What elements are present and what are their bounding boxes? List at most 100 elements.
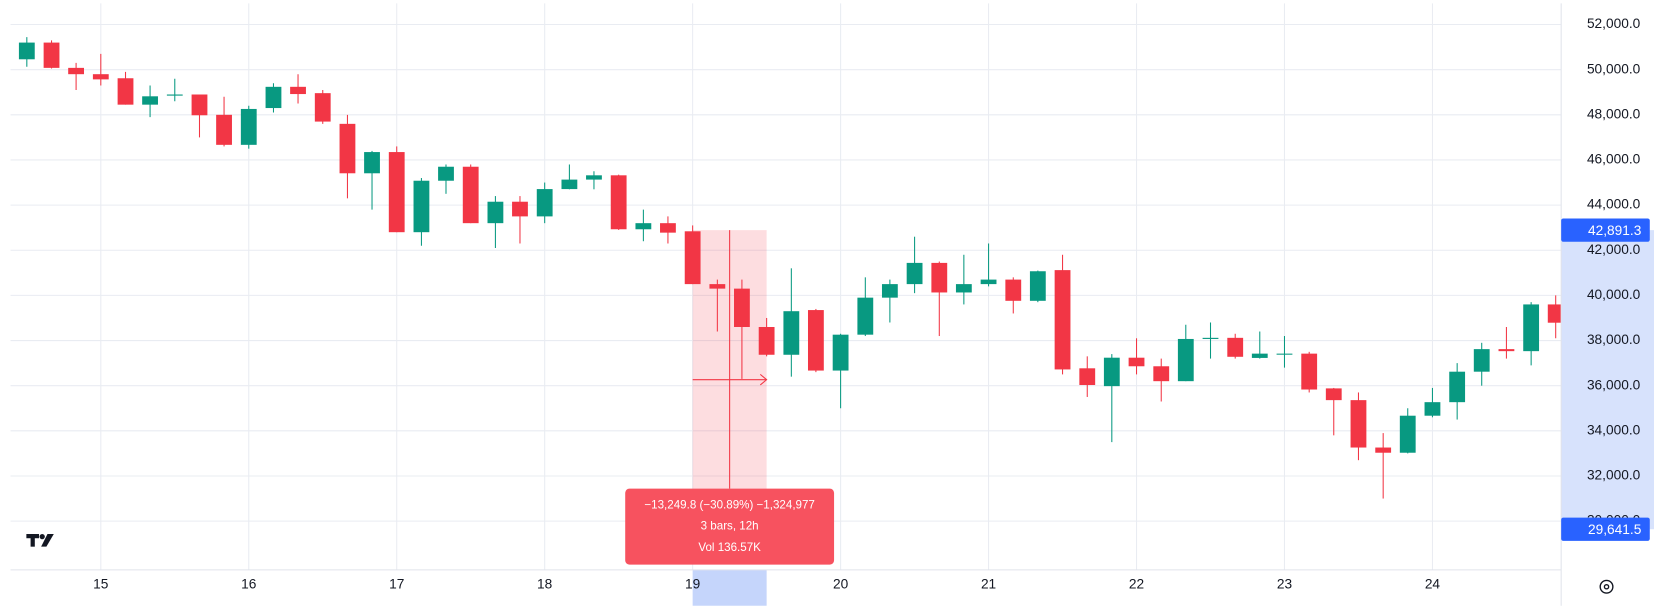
candle-body <box>1449 371 1466 403</box>
candles <box>18 37 1562 499</box>
candle-body <box>265 86 282 109</box>
x-tick-label: 22 <box>1129 576 1144 591</box>
candle-body <box>240 108 257 145</box>
candle-body <box>1251 353 1268 358</box>
price-label: 42,891.3 <box>1588 223 1642 238</box>
candle-body <box>1350 400 1367 448</box>
y-tick-label: 48,000.0 <box>1587 106 1641 121</box>
y-tick-label: 34,000.0 <box>1587 422 1641 437</box>
candle-body <box>734 288 750 327</box>
candle-body <box>684 231 701 285</box>
candle-body <box>906 262 923 285</box>
candle-body <box>166 94 183 96</box>
y-tick-label: 40,000.0 <box>1587 287 1641 302</box>
y-tick-label: 32,000.0 <box>1587 468 1641 483</box>
candle-body <box>117 78 134 105</box>
candle-body <box>1473 349 1490 372</box>
candle-body <box>931 262 948 293</box>
candle-body <box>1498 349 1515 352</box>
y-tick-label: 46,000.0 <box>1587 152 1641 167</box>
candle-body <box>462 166 479 224</box>
logo <box>26 534 54 547</box>
candle-body <box>1153 366 1170 382</box>
candle-body <box>364 152 380 174</box>
candle-body <box>1202 337 1219 339</box>
x-tick-label: 24 <box>1425 576 1441 591</box>
candle-body <box>635 223 652 230</box>
candle-body <box>339 123 356 174</box>
x-tick-label: 21 <box>981 576 996 591</box>
candle-body <box>783 311 800 355</box>
y-tick-label: 50,000.0 <box>1587 61 1641 76</box>
candle-body <box>536 189 553 217</box>
candle-body <box>388 152 405 233</box>
candle-body <box>1103 357 1120 387</box>
candle-body <box>1005 279 1022 301</box>
candle-body <box>807 310 824 371</box>
candle-body <box>413 180 430 233</box>
candle-body <box>857 297 874 335</box>
price-label: 29,641.5 <box>1588 522 1642 537</box>
candle-body <box>1547 304 1562 323</box>
candle-body <box>1227 337 1244 357</box>
candle-body <box>955 284 972 293</box>
x-tick-label: 20 <box>833 576 849 591</box>
x-tick-label: 16 <box>241 576 257 591</box>
x-tick-label: 19 <box>685 576 700 591</box>
candle-body <box>191 94 208 116</box>
y-tick-label: 36,000.0 <box>1587 377 1641 392</box>
candle-body <box>1375 447 1392 453</box>
candle-body <box>1029 271 1046 301</box>
y-range-highlight <box>1561 230 1654 530</box>
tooltip-line: Vol 136.57K <box>698 541 761 554</box>
candle-body <box>586 175 602 180</box>
candle-body <box>1424 402 1441 416</box>
candle-body <box>660 223 676 233</box>
axes: 1516171819202122232430,000.032,000.034,0… <box>93 16 1650 591</box>
x-tick-label: 18 <box>537 576 553 591</box>
tooltip-line: 3 bars, 12h <box>701 520 759 533</box>
candle-body <box>68 67 85 75</box>
x-tick-label: 17 <box>389 576 404 591</box>
candle-body <box>18 42 35 60</box>
candle-body <box>980 279 997 285</box>
y-tick-label: 38,000.0 <box>1587 332 1641 347</box>
price-label-box <box>1561 218 1650 242</box>
candle-body <box>1177 338 1194 382</box>
measure-arrow <box>759 373 768 386</box>
candle-body <box>1301 353 1318 390</box>
candle-body <box>92 74 109 80</box>
candle-body <box>610 175 627 230</box>
candle-body <box>487 201 504 224</box>
x-tick-label: 15 <box>93 576 109 591</box>
x-tick-label: 23 <box>1277 576 1293 591</box>
candle-body <box>758 326 775 355</box>
x-range-highlight <box>692 569 767 606</box>
candle-body <box>709 284 726 289</box>
y-tick-label: 42,000.0 <box>1587 242 1641 257</box>
candle-body <box>142 96 158 105</box>
candle-body <box>512 201 528 217</box>
candle-body <box>1399 415 1416 453</box>
candle-body <box>832 334 849 371</box>
candle-body <box>43 42 60 68</box>
candle-body <box>1523 304 1540 352</box>
candle-body <box>1325 388 1342 401</box>
candle-body <box>290 86 306 95</box>
candle-body <box>1079 368 1096 386</box>
candle-body <box>1276 353 1293 355</box>
y-tick-label: 44,000.0 <box>1587 197 1641 212</box>
candle-body <box>881 284 898 298</box>
candle-body <box>438 166 454 181</box>
settings-icon[interactable] <box>1599 579 1614 594</box>
tooltip-box <box>625 488 835 565</box>
price-label-box <box>1561 517 1650 541</box>
candle-body <box>1128 357 1145 367</box>
measure-tooltip: −13,249.8 (−30.89%) −1,324,977 3 bars, 12… <box>625 230 835 565</box>
tooltip-line: −13,249.8 (−30.89%) −1,324,977 <box>644 499 815 512</box>
candle-body <box>1054 270 1071 370</box>
candle-body <box>314 93 331 122</box>
candle-body <box>561 179 578 190</box>
